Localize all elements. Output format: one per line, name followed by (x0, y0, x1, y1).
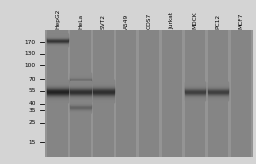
Text: MDCK: MDCK (193, 11, 197, 29)
Bar (231, 30, 251, 157)
Bar (139, 30, 159, 157)
Text: 25: 25 (28, 120, 36, 125)
Bar (70, 30, 91, 157)
Bar (93, 30, 113, 157)
Text: 70: 70 (28, 77, 36, 82)
Text: 55: 55 (28, 88, 36, 93)
Text: COS7: COS7 (147, 12, 152, 29)
Text: A549: A549 (124, 13, 129, 29)
Bar (116, 30, 136, 157)
Bar (162, 30, 182, 157)
Text: PC12: PC12 (215, 14, 220, 29)
Text: 100: 100 (25, 63, 36, 68)
Bar (208, 30, 228, 157)
Text: 15: 15 (28, 140, 36, 145)
Text: 40: 40 (28, 101, 36, 106)
Text: HepG2: HepG2 (55, 8, 60, 29)
Text: 170: 170 (25, 40, 36, 45)
Text: SVT2: SVT2 (101, 14, 106, 29)
Text: HeLa: HeLa (78, 14, 83, 29)
Bar (185, 30, 205, 157)
Text: Jurkat: Jurkat (169, 12, 175, 29)
Text: MCF7: MCF7 (238, 12, 243, 29)
Text: 35: 35 (28, 108, 36, 113)
Bar (47, 30, 68, 157)
Text: 130: 130 (25, 51, 36, 56)
